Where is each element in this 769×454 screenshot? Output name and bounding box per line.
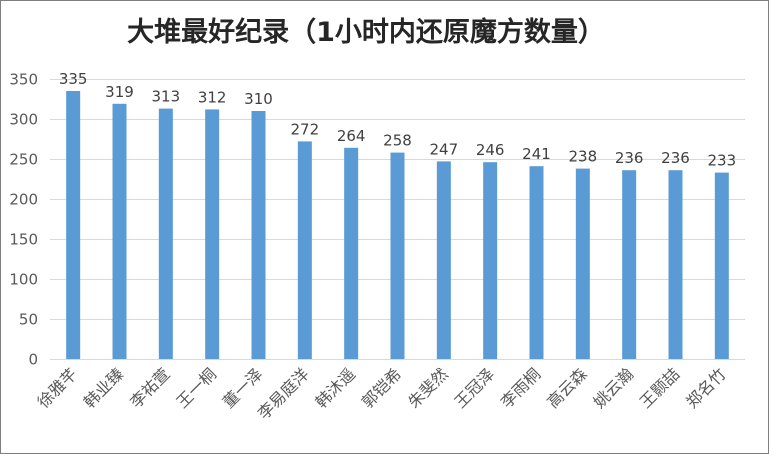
category-label: 王颢喆	[636, 364, 683, 411]
category-label: 李易庭洋	[254, 364, 313, 423]
bar-李易庭洋	[297, 141, 312, 359]
bar-董一泽	[251, 111, 266, 359]
data-labels: 335 319 313 312 310 272 264 258 247 246 241 238 236 2…	[59, 70, 736, 170]
data-label: 236	[615, 149, 644, 167]
y-tick-label: 250	[9, 151, 38, 169]
bar-郭铠希	[390, 152, 405, 359]
bar-李祐萱	[158, 108, 173, 359]
category-label: 李雨桐	[497, 364, 544, 411]
bar-徐雅芊	[66, 91, 81, 359]
data-label: 246	[476, 141, 505, 159]
bar-韩沐遥	[344, 147, 359, 359]
data-label: 335	[59, 70, 88, 88]
bar-韩业臻	[112, 103, 127, 359]
y-tick-label: 200	[9, 191, 38, 209]
y-tick-label: 0	[28, 351, 38, 369]
y-axis-ticks: 0 50 100 150 200 250 300 350	[9, 71, 38, 369]
category-label: 郑名竹	[682, 364, 729, 411]
bar-高云森	[575, 168, 590, 359]
y-tick-label: 50	[19, 311, 38, 329]
category-labels: 徐雅芊韩业臻李祐萱王一桐董一泽李易庭洋韩沐遥郭铠希朱斐然王冠泽李雨桐高云森姚云瀚…	[34, 364, 730, 423]
category-label: 韩沐遥	[312, 364, 359, 411]
y-tick-label: 150	[9, 231, 38, 249]
data-label: 313	[152, 88, 181, 106]
y-tick-label: 100	[9, 271, 38, 289]
bar-朱斐然	[436, 161, 451, 359]
bar-郑名竹	[714, 172, 729, 359]
data-label: 233	[708, 152, 737, 170]
category-label: 高云森	[543, 364, 590, 411]
y-tick-label: 350	[9, 71, 38, 89]
bars	[66, 91, 729, 360]
data-label: 264	[337, 127, 366, 145]
data-label: 319	[105, 83, 134, 101]
data-label: 241	[522, 145, 551, 163]
bar-王颢喆	[668, 170, 683, 359]
data-label: 258	[383, 132, 412, 150]
data-label: 312	[198, 88, 227, 106]
bar-姚云瀚	[622, 170, 637, 359]
category-label: 朱斐然	[404, 364, 451, 411]
bar-李雨桐	[529, 166, 544, 359]
category-label: 徐雅芊	[34, 364, 81, 411]
category-label: 韩业臻	[80, 364, 127, 411]
category-label: 王一桐	[173, 364, 220, 411]
data-label: 247	[430, 140, 459, 158]
data-label: 238	[569, 148, 598, 166]
category-label: 李祐萱	[126, 364, 173, 411]
data-label: 310	[244, 90, 273, 108]
category-label: 姚云瀚	[590, 364, 637, 411]
category-label: 郭铠希	[358, 364, 405, 411]
y-tick-label: 300	[9, 111, 38, 129]
data-label: 236	[661, 149, 690, 167]
chart-title: 大堆最好纪录（1小时内还原魔方数量）	[127, 16, 605, 48]
category-label: 王冠泽	[451, 364, 498, 411]
bar-王一桐	[205, 109, 220, 360]
data-label: 272	[291, 120, 320, 138]
bar-王冠泽	[483, 162, 498, 359]
